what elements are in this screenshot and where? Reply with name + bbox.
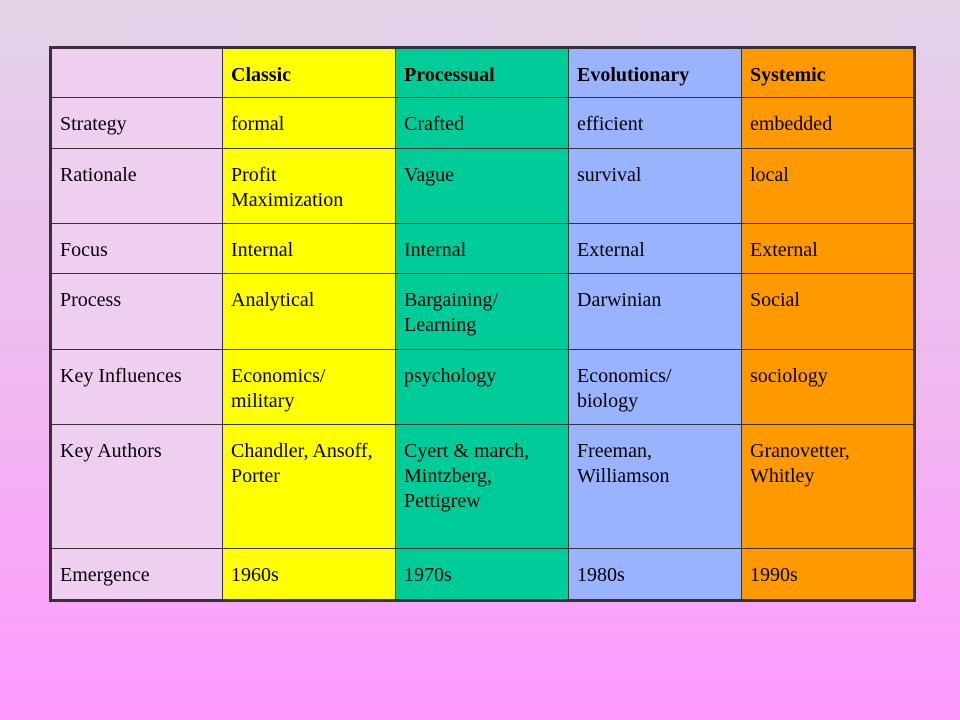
table-cell: 1980s: [568, 548, 742, 601]
table-cell: local: [741, 148, 915, 224]
table-cell: embedded: [741, 97, 915, 149]
table-cell: 1970s: [395, 548, 569, 601]
table-cell: Economics/ biology: [568, 349, 742, 425]
row-label-key-authors: Key Authors: [50, 424, 223, 549]
table-cell: Chandler, Ansoff, Porter: [222, 424, 396, 549]
table-cell: Social: [741, 273, 915, 350]
table-cell: Analytical: [222, 273, 396, 350]
row-label-emergence: Emergence: [50, 548, 223, 601]
row-label-process: Process: [50, 273, 223, 350]
table-cell: Granovetter, Whitley: [741, 424, 915, 549]
table-cell: Vague: [395, 148, 569, 224]
table-cell: Bargaining/ Learning: [395, 273, 569, 350]
table-cell: Freeman, Williamson: [568, 424, 742, 549]
header-processual: Processual: [395, 47, 569, 98]
table-cell: 1960s: [222, 548, 396, 601]
table-row: Focus Internal Internal External Externa…: [50, 223, 915, 274]
table-cell: 1990s: [741, 548, 915, 601]
row-label-rationale: Rationale: [50, 148, 223, 224]
table-row: Emergence 1960s 1970s 1980s 1990s: [50, 548, 915, 601]
table-cell: Internal: [395, 223, 569, 274]
corner-cell: [50, 47, 223, 98]
table-cell: Economics/ military: [222, 349, 396, 425]
table-cell: formal: [222, 97, 396, 149]
strategy-comparison-table: Classic Processual Evolutionary Systemic…: [49, 46, 916, 602]
table-cell: psychology: [395, 349, 569, 425]
row-label-key-influences: Key Influences: [50, 349, 223, 425]
table-cell: efficient: [568, 97, 742, 149]
table-cell: External: [568, 223, 742, 274]
header-systemic: Systemic: [741, 47, 915, 98]
table-cell: Internal: [222, 223, 396, 274]
row-label-strategy: Strategy: [50, 97, 223, 149]
header-evolutionary: Evolutionary: [568, 47, 742, 98]
table-cell: sociology: [741, 349, 915, 425]
table-row: Process Analytical Bargaining/ Learning …: [50, 273, 915, 350]
table-cell: External: [741, 223, 915, 274]
table-cell: Crafted: [395, 97, 569, 149]
table-row: Key Authors Chandler, Ansoff, Porter Cye…: [50, 424, 915, 549]
table-cell: survival: [568, 148, 742, 224]
header-row: Classic Processual Evolutionary Systemic: [50, 47, 915, 98]
header-classic: Classic: [222, 47, 396, 98]
row-label-focus: Focus: [50, 223, 223, 274]
table-row: Strategy formal Crafted efficient embedd…: [50, 97, 915, 149]
table-cell: Darwinian: [568, 273, 742, 350]
table-cell: Profit Maximization: [222, 148, 396, 224]
table-row: Rationale Profit Maximization Vague surv…: [50, 148, 915, 224]
table-row: Key Influences Economics/ military psych…: [50, 349, 915, 425]
table-cell: Cyert & march, Mintzberg, Pettigrew: [395, 424, 569, 549]
